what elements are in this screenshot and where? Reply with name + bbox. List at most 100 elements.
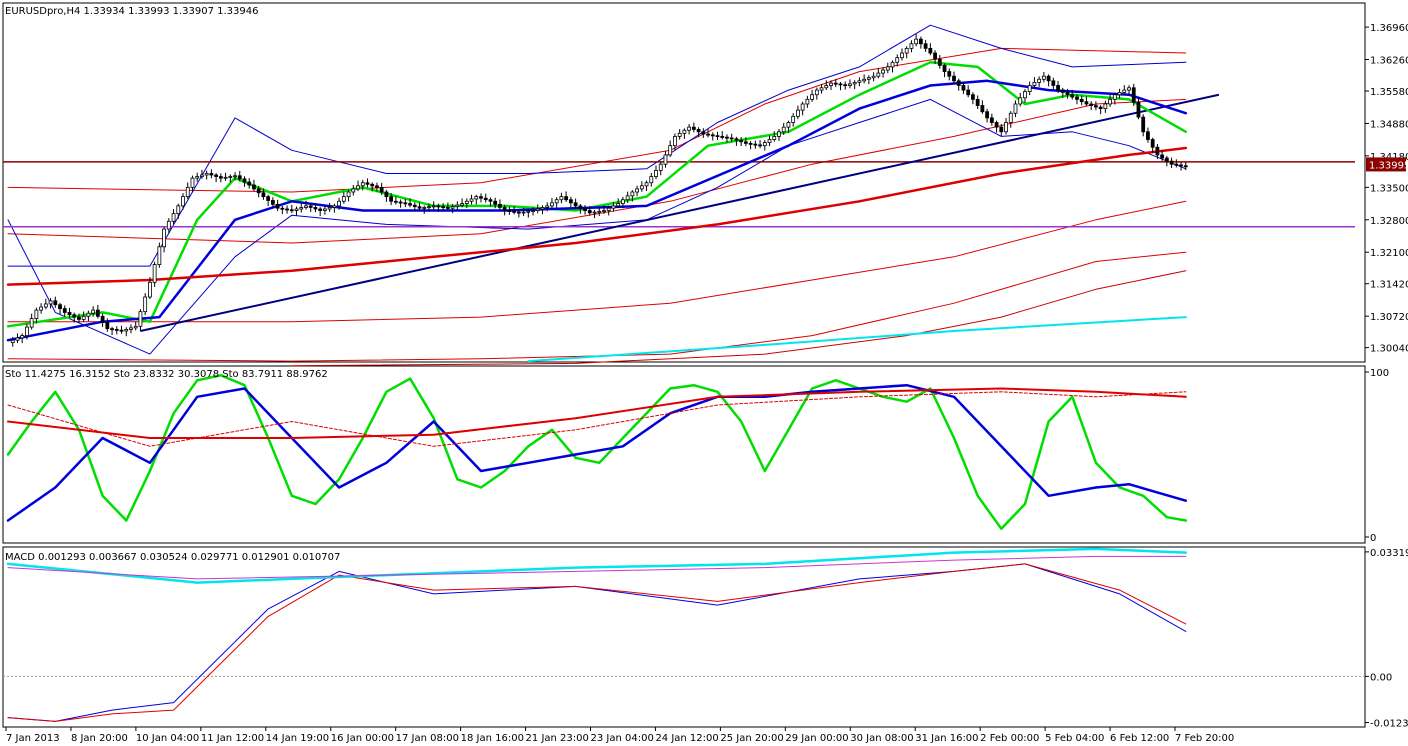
candle (824, 80, 829, 90)
stochastic-line-1 (6, 374, 1188, 531)
candle-body (852, 81, 857, 85)
candle (43, 298, 48, 310)
candle (729, 133, 734, 142)
candle (1065, 88, 1070, 99)
candle (53, 296, 58, 308)
candle-body (720, 136, 725, 138)
candle-body (1164, 157, 1169, 162)
candle (904, 46, 909, 59)
candle-body (1046, 75, 1051, 82)
candle-body (994, 122, 999, 128)
candle-body (1122, 89, 1127, 93)
candle-body (318, 208, 323, 211)
candle-body (833, 82, 838, 85)
candle-body (261, 192, 266, 198)
candle (389, 193, 394, 206)
candle (881, 67, 885, 78)
time-axis-label: 25 Jan 20:00 (720, 733, 783, 744)
candle (843, 81, 848, 90)
candle-body (15, 337, 20, 341)
candle-body (687, 126, 692, 131)
candle (114, 326, 119, 335)
time-axis-label: 23 Jan 04:00 (591, 733, 654, 744)
candle-body (1070, 94, 1075, 98)
candle (1160, 150, 1165, 161)
candle (739, 137, 744, 147)
candle-body (611, 205, 616, 209)
candle-body (332, 205, 337, 208)
candle-body (427, 206, 431, 209)
stochastic-axis-label: 100 (1370, 368, 1389, 379)
candle (464, 198, 469, 209)
candle-body (668, 145, 673, 156)
time-axis-label: 6 Feb 12:00 (1110, 733, 1169, 744)
candle (819, 83, 824, 94)
candle (1079, 95, 1084, 106)
candle-body (67, 312, 72, 316)
candle (1094, 101, 1098, 111)
candle-body (323, 208, 327, 211)
candle-body (58, 304, 62, 309)
candle (1008, 111, 1013, 128)
candle (483, 193, 488, 203)
candle-body (237, 175, 242, 180)
candle (673, 133, 677, 151)
panel-frame-1 (2, 2, 1366, 363)
candle (715, 131, 720, 140)
candle-body (1127, 87, 1131, 91)
candle-body (715, 135, 720, 138)
candle-body (1023, 91, 1027, 99)
candle (119, 325, 124, 334)
candle-body (252, 184, 256, 190)
candle (895, 54, 900, 67)
band-line-1 (7, 24, 1187, 267)
candle-body (233, 175, 237, 178)
macd-axis-label: 0.033196 (1370, 548, 1408, 559)
candle (280, 206, 285, 215)
candle-body (393, 200, 398, 203)
candle (337, 197, 342, 210)
candle (866, 75, 871, 85)
candle-body (242, 178, 247, 183)
candle-body (753, 143, 758, 146)
macd-panel-header: MACD 0.001293 0.003667 0.030524 0.029771… (5, 552, 340, 563)
candle (1174, 159, 1179, 168)
candle (124, 327, 129, 337)
candle (559, 192, 564, 204)
candle (1018, 92, 1023, 107)
candle (360, 179, 365, 191)
macd-line-3 (6, 547, 1188, 584)
candle (616, 198, 621, 209)
candle-body (980, 105, 985, 113)
candle (848, 79, 852, 89)
candle-body (1112, 94, 1117, 100)
envelope-line-5 (291, 270, 1187, 367)
candle-body (1084, 101, 1089, 105)
candle-body (346, 191, 351, 198)
candle (157, 242, 162, 268)
candle (961, 81, 966, 94)
candle-body (942, 64, 947, 72)
candle-body (119, 329, 124, 332)
candle (247, 178, 252, 189)
candle-body (791, 115, 796, 123)
candle (649, 173, 654, 187)
candle-body (673, 136, 677, 147)
candle (1146, 127, 1150, 143)
candle (77, 313, 81, 324)
candle-body (464, 200, 469, 204)
candle-body (639, 185, 644, 190)
candle-body (971, 94, 975, 100)
candle (706, 129, 710, 138)
candle (304, 200, 308, 210)
candle-body (337, 200, 342, 207)
candle (734, 136, 739, 146)
candles (10, 34, 1188, 347)
candle (190, 175, 195, 193)
candle-body (138, 311, 143, 327)
candle (72, 312, 77, 323)
candle (1108, 94, 1112, 107)
candle-body (701, 131, 706, 135)
current-price-text: 1.33995 (1369, 160, 1408, 171)
